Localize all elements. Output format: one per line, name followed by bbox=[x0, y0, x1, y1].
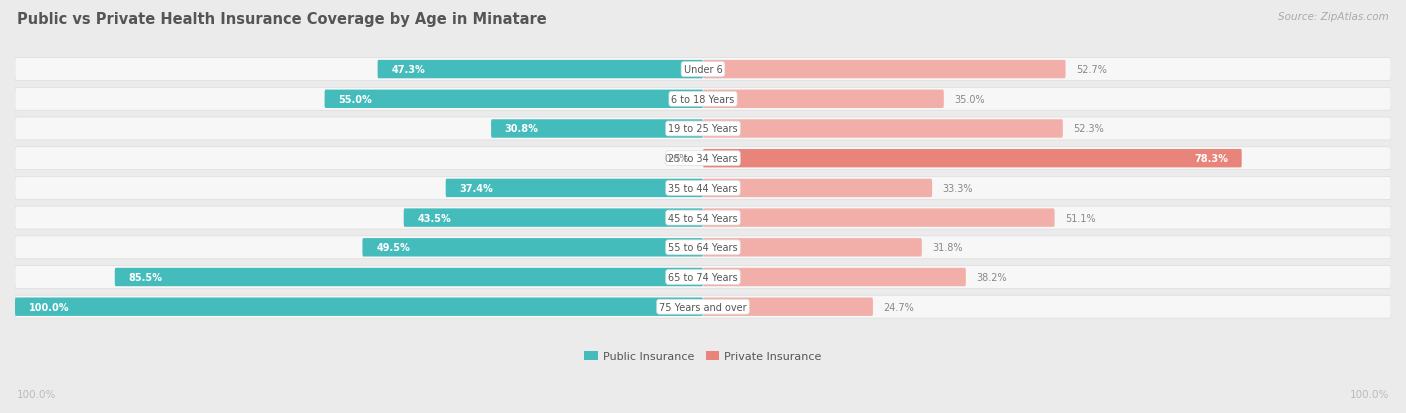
Text: 52.3%: 52.3% bbox=[1073, 124, 1104, 134]
FancyBboxPatch shape bbox=[703, 90, 943, 109]
Text: 78.3%: 78.3% bbox=[1194, 154, 1227, 164]
FancyBboxPatch shape bbox=[15, 59, 1391, 81]
FancyBboxPatch shape bbox=[703, 209, 1054, 227]
Text: 30.8%: 30.8% bbox=[505, 124, 538, 134]
FancyBboxPatch shape bbox=[15, 296, 1391, 318]
Text: 45 to 54 Years: 45 to 54 Years bbox=[668, 213, 738, 223]
FancyBboxPatch shape bbox=[325, 90, 703, 109]
FancyBboxPatch shape bbox=[703, 150, 1241, 168]
Text: 24.7%: 24.7% bbox=[883, 302, 914, 312]
Text: 100.0%: 100.0% bbox=[17, 389, 56, 399]
FancyBboxPatch shape bbox=[15, 298, 703, 316]
FancyBboxPatch shape bbox=[378, 61, 703, 79]
FancyBboxPatch shape bbox=[703, 298, 873, 316]
Text: 100.0%: 100.0% bbox=[1350, 389, 1389, 399]
Text: 75 Years and over: 75 Years and over bbox=[659, 302, 747, 312]
Text: 100.0%: 100.0% bbox=[28, 302, 69, 312]
Legend: Public Insurance, Private Insurance: Public Insurance, Private Insurance bbox=[579, 346, 827, 366]
FancyBboxPatch shape bbox=[703, 120, 1063, 138]
FancyBboxPatch shape bbox=[363, 239, 703, 257]
Text: 55 to 64 Years: 55 to 64 Years bbox=[668, 243, 738, 253]
FancyBboxPatch shape bbox=[703, 239, 922, 257]
FancyBboxPatch shape bbox=[15, 236, 1391, 259]
Text: Source: ZipAtlas.com: Source: ZipAtlas.com bbox=[1278, 12, 1389, 22]
Text: 31.8%: 31.8% bbox=[932, 243, 963, 253]
FancyBboxPatch shape bbox=[491, 120, 703, 138]
Text: 25 to 34 Years: 25 to 34 Years bbox=[668, 154, 738, 164]
FancyBboxPatch shape bbox=[15, 147, 1391, 170]
Text: 0.0%: 0.0% bbox=[665, 154, 689, 164]
Text: 85.5%: 85.5% bbox=[128, 272, 163, 282]
FancyBboxPatch shape bbox=[15, 206, 1391, 230]
Text: 19 to 25 Years: 19 to 25 Years bbox=[668, 124, 738, 134]
Text: 43.5%: 43.5% bbox=[418, 213, 451, 223]
Text: 65 to 74 Years: 65 to 74 Years bbox=[668, 272, 738, 282]
Text: Under 6: Under 6 bbox=[683, 65, 723, 75]
FancyBboxPatch shape bbox=[703, 179, 932, 198]
Text: 47.3%: 47.3% bbox=[391, 65, 425, 75]
Text: 6 to 18 Years: 6 to 18 Years bbox=[672, 95, 734, 104]
FancyBboxPatch shape bbox=[446, 179, 703, 198]
Text: 38.2%: 38.2% bbox=[976, 272, 1007, 282]
Text: 52.7%: 52.7% bbox=[1076, 65, 1107, 75]
FancyBboxPatch shape bbox=[404, 209, 703, 227]
Text: 49.5%: 49.5% bbox=[377, 243, 411, 253]
Text: 35.0%: 35.0% bbox=[955, 95, 984, 104]
Text: 51.1%: 51.1% bbox=[1064, 213, 1095, 223]
FancyBboxPatch shape bbox=[703, 268, 966, 287]
FancyBboxPatch shape bbox=[15, 118, 1391, 140]
FancyBboxPatch shape bbox=[15, 88, 1391, 111]
Text: Public vs Private Health Insurance Coverage by Age in Minatare: Public vs Private Health Insurance Cover… bbox=[17, 12, 547, 27]
Text: 37.4%: 37.4% bbox=[460, 183, 494, 193]
FancyBboxPatch shape bbox=[15, 177, 1391, 200]
Text: 35 to 44 Years: 35 to 44 Years bbox=[668, 183, 738, 193]
FancyBboxPatch shape bbox=[115, 268, 703, 287]
Text: 55.0%: 55.0% bbox=[339, 95, 373, 104]
Text: 33.3%: 33.3% bbox=[942, 183, 973, 193]
FancyBboxPatch shape bbox=[15, 266, 1391, 289]
FancyBboxPatch shape bbox=[703, 61, 1066, 79]
